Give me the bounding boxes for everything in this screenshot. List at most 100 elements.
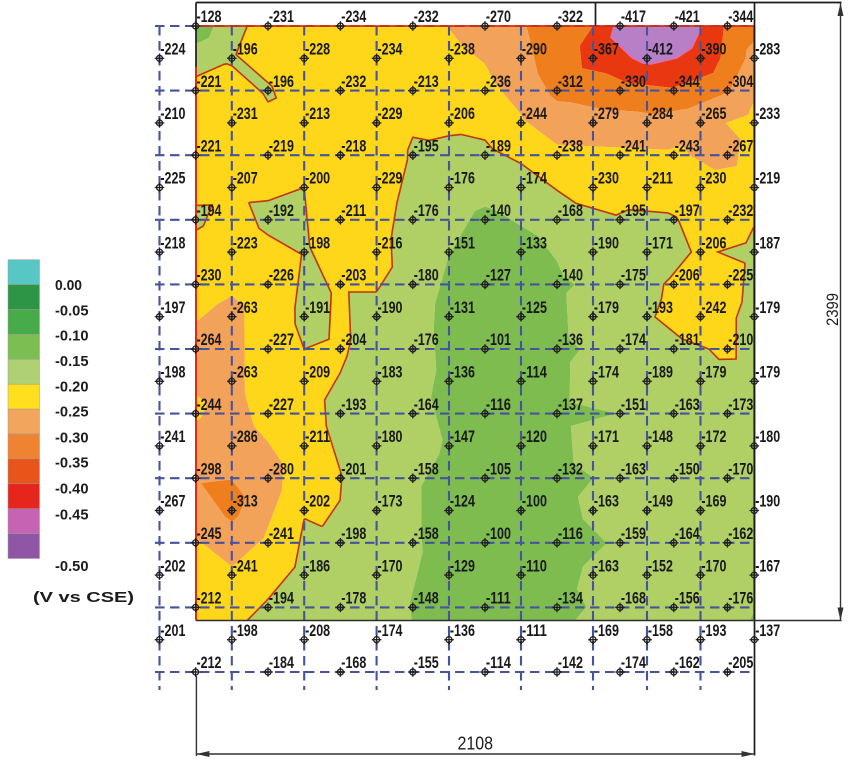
svg-text:-164: -164 (414, 396, 440, 414)
svg-text:-209: -209 (305, 364, 330, 382)
svg-text:-208: -208 (305, 622, 330, 640)
svg-text:-223: -223 (233, 234, 258, 252)
svg-text:-140: -140 (486, 202, 511, 220)
svg-text:-227: -227 (269, 396, 294, 414)
svg-text:-0.45: -0.45 (55, 507, 89, 523)
svg-text:-147: -147 (450, 428, 475, 446)
svg-text:-169: -169 (594, 622, 619, 640)
svg-text:-194: -194 (197, 202, 223, 220)
svg-text:-243: -243 (675, 137, 700, 155)
svg-text:-142: -142 (558, 654, 583, 672)
svg-text:-198: -198 (341, 525, 366, 543)
svg-text:-213: -213 (414, 73, 439, 91)
svg-text:-313: -313 (233, 493, 258, 511)
svg-text:-218: -218 (160, 234, 185, 252)
svg-text:-226: -226 (269, 267, 294, 285)
svg-text:-175: -175 (621, 267, 646, 285)
svg-text:-210: -210 (728, 331, 753, 349)
svg-text:0.00: 0.00 (55, 278, 82, 294)
svg-text:-219: -219 (755, 170, 780, 188)
svg-text:-134: -134 (558, 590, 584, 608)
svg-text:-172: -172 (701, 428, 726, 446)
svg-text:-241: -241 (621, 137, 646, 155)
svg-text:-181: -181 (675, 331, 700, 349)
svg-text:-173: -173 (378, 493, 403, 511)
svg-text:-116: -116 (558, 525, 583, 543)
svg-text:-191: -191 (305, 299, 330, 317)
svg-text:-212: -212 (197, 654, 222, 672)
svg-text:-100: -100 (522, 493, 547, 511)
svg-text:-174: -174 (621, 331, 647, 349)
svg-text:-244: -244 (522, 105, 548, 123)
svg-text:-100: -100 (486, 525, 511, 543)
svg-text:-304: -304 (728, 73, 754, 91)
svg-text:-211: -211 (305, 428, 330, 446)
svg-text:-279: -279 (594, 105, 619, 123)
svg-text:-202: -202 (160, 557, 185, 575)
svg-text:-193: -193 (648, 299, 673, 317)
svg-text:-164: -164 (675, 525, 701, 543)
svg-text:-176: -176 (450, 170, 475, 188)
svg-text:-210: -210 (160, 105, 185, 123)
svg-text:-176: -176 (414, 202, 439, 220)
svg-text:-267: -267 (728, 137, 753, 155)
svg-text:-202: -202 (305, 493, 330, 511)
svg-text:-198: -198 (160, 364, 185, 382)
svg-text:-101: -101 (486, 331, 511, 349)
svg-text:-158: -158 (414, 525, 439, 543)
svg-text:-421: -421 (675, 8, 700, 26)
svg-text:-111: -111 (486, 590, 511, 608)
svg-text:-229: -229 (378, 105, 403, 123)
svg-text:-286: -286 (233, 428, 258, 446)
svg-text:-158: -158 (414, 460, 439, 478)
svg-text:-159: -159 (621, 525, 646, 543)
svg-text:-238: -238 (450, 41, 475, 59)
svg-text:-344: -344 (728, 8, 754, 26)
svg-text:-197: -197 (160, 299, 185, 317)
svg-text:-233: -233 (755, 105, 780, 123)
svg-text:-140: -140 (558, 267, 583, 285)
svg-text:-224: -224 (160, 41, 186, 59)
svg-text:-174: -174 (378, 622, 404, 640)
svg-text:-244: -244 (197, 396, 223, 414)
svg-text:-0.25: -0.25 (55, 405, 89, 421)
svg-text:-0.20: -0.20 (55, 379, 89, 395)
svg-text:-167: -167 (755, 557, 780, 575)
svg-text:-189: -189 (486, 137, 511, 155)
svg-text:-322: -322 (558, 8, 583, 26)
svg-text:-127: -127 (486, 267, 511, 285)
svg-text:-158: -158 (648, 622, 673, 640)
svg-text:-190: -190 (594, 234, 619, 252)
svg-text:-198: -198 (305, 234, 330, 252)
svg-text:-231: -231 (269, 8, 294, 26)
svg-text:-242: -242 (701, 299, 726, 317)
svg-text:-195: -195 (621, 202, 646, 220)
svg-text:-0.15: -0.15 (55, 354, 89, 370)
svg-text:-169: -169 (701, 493, 726, 511)
svg-text:-137: -137 (755, 622, 780, 640)
svg-text:-218: -218 (341, 137, 366, 155)
svg-text:-206: -206 (675, 267, 700, 285)
svg-text:-171: -171 (648, 234, 673, 252)
svg-text:-280: -280 (269, 460, 294, 478)
svg-text:-0.50: -0.50 (55, 559, 89, 575)
svg-text:-230: -230 (594, 170, 619, 188)
svg-text:-221: -221 (197, 73, 222, 91)
svg-text:-133: -133 (522, 234, 547, 252)
svg-text:-156: -156 (675, 590, 700, 608)
svg-text:-178: -178 (341, 590, 366, 608)
svg-text:-176: -176 (728, 590, 753, 608)
svg-text:-225: -225 (728, 267, 753, 285)
svg-text:-232: -232 (728, 202, 753, 220)
svg-text:-151: -151 (450, 234, 475, 252)
svg-text:-162: -162 (675, 654, 700, 672)
svg-text:-236: -236 (486, 73, 511, 91)
svg-text:-228: -228 (305, 41, 330, 59)
svg-text:-187: -187 (755, 234, 780, 252)
svg-text:-176: -176 (414, 331, 439, 349)
svg-text:-417: -417 (621, 8, 646, 26)
svg-text:-200: -200 (305, 170, 330, 188)
svg-text:-189: -189 (648, 364, 673, 382)
svg-text:-170: -170 (728, 460, 753, 478)
svg-text:-168: -168 (621, 590, 646, 608)
